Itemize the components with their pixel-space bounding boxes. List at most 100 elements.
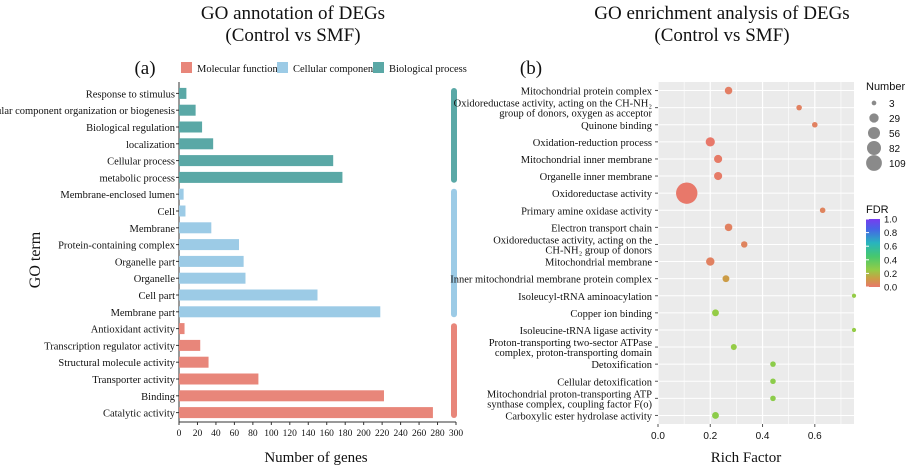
category-label: Protein-containing complex — [58, 241, 176, 252]
data-point — [770, 378, 776, 385]
term-label: Copper ion binding — [570, 309, 652, 320]
category-label: Catalytic activity — [103, 409, 176, 420]
size-legend-dot — [866, 140, 882, 156]
right-xlabel: Rich Factor — [711, 450, 781, 466]
bar — [179, 222, 212, 234]
bar — [179, 205, 186, 217]
bar — [179, 255, 244, 267]
category-label: Organelle — [134, 274, 176, 285]
category-label: Membrane part — [111, 308, 176, 319]
color-legend-label: 1.0 — [884, 215, 897, 226]
plot-background — [658, 82, 854, 424]
term-label: Oxidoreductase activity — [552, 189, 653, 200]
data-point — [796, 104, 802, 111]
x-tick-label: 0 — [177, 429, 182, 439]
size-legend: Number 3 29 56 82 109 — [866, 81, 906, 171]
size-legend-dot — [871, 100, 877, 106]
x-tick-label: 220 — [375, 429, 390, 439]
data-point — [722, 275, 730, 283]
term-label: Isoleucyl-tRNA aminoacylation — [518, 292, 653, 303]
category-label: Transcription regulator activity — [44, 341, 176, 352]
bar — [179, 138, 214, 150]
color-legend-label: 0.0 — [884, 283, 897, 294]
category-label: Cellular process — [107, 157, 175, 168]
term-label: Primary amine oxidase activity — [521, 206, 653, 217]
data-point — [741, 241, 748, 248]
x-tick-label: 60 — [230, 429, 240, 439]
x-tick-label: 0.2 — [703, 431, 717, 442]
bar — [179, 171, 343, 183]
bar — [179, 155, 334, 167]
term-label: Mitochondrial inner membrane — [521, 155, 653, 166]
bar — [179, 407, 433, 419]
x-tick-label: 120 — [283, 429, 298, 439]
data-point — [730, 344, 737, 351]
left-bar-chart: Response to stimulus Cellular component o… — [0, 82, 463, 439]
left-title-line2: (Control vs SMF) — [225, 25, 360, 46]
data-point — [676, 182, 698, 204]
data-point — [724, 223, 733, 232]
term-label: Organelle inner membrane — [540, 172, 653, 183]
left-ylabel: GO term — [27, 231, 44, 288]
left-legend: Molecular function Cellular component Biol… — [181, 62, 467, 75]
x-tick-label: 80 — [248, 429, 258, 439]
bar — [179, 104, 196, 116]
category-label: Transporter activity — [92, 375, 175, 386]
term-label: Electron transport chain — [551, 223, 653, 234]
data-point — [819, 207, 826, 214]
legend-swatch — [277, 62, 288, 73]
color-legend-label: 0.8 — [884, 228, 897, 239]
group-bracket — [451, 188, 457, 318]
bar — [179, 272, 246, 284]
size-legend-label: 56 — [889, 129, 901, 140]
data-point — [714, 154, 723, 164]
category-label: Binding — [141, 392, 176, 403]
category-label: Structural molecule activity — [58, 358, 175, 369]
right-scatter-chart: Mitochondrial protein complexOxidoreduct… — [450, 82, 857, 442]
bar — [179, 339, 201, 351]
color-legend-label: 0.6 — [884, 242, 897, 253]
category-label: localization — [126, 140, 176, 151]
right-title-line2: (Control vs SMF) — [654, 25, 789, 46]
category-label: Organelle part — [115, 257, 175, 268]
term-label: Inner mitochondrial membrane protein com… — [450, 275, 653, 286]
size-legend-dot — [867, 126, 881, 140]
term-label: Oxidation-reduction process — [533, 138, 652, 149]
category-label: metabolic process — [99, 173, 175, 184]
term-label: Mitochondrial membrane — [545, 258, 652, 269]
category-label: Cell — [158, 207, 176, 218]
bar — [179, 323, 185, 335]
color-legend-label: 0.2 — [884, 269, 897, 280]
right-panel-label: (b) — [520, 58, 542, 79]
data-point — [724, 86, 733, 95]
bar — [179, 306, 381, 318]
size-legend-dot — [866, 155, 882, 171]
x-tick-label: 0.4 — [756, 431, 770, 442]
data-point — [706, 257, 715, 266]
x-tick-label: 20 — [193, 429, 203, 439]
category-label: Response to stimulus — [86, 89, 175, 100]
data-point — [851, 327, 857, 333]
x-tick-label: 100 — [264, 429, 279, 439]
term-label: Detoxification — [591, 360, 652, 371]
x-tick-label: 140 — [301, 429, 316, 439]
term-label: Cellular detoxification — [557, 377, 653, 388]
category-label: Antioxidant activity — [91, 325, 176, 336]
color-bar — [866, 219, 880, 287]
x-tick-label: 0.6 — [808, 431, 822, 442]
x-tick-label: 240 — [393, 429, 408, 439]
left-panel-label: (a) — [134, 58, 155, 79]
data-point — [851, 293, 857, 298]
term-label: Isoleucine-tRNA ligase activity — [520, 326, 653, 337]
size-legend-dot — [869, 113, 879, 123]
data-point — [714, 171, 723, 181]
data-point — [712, 412, 719, 419]
data-point — [770, 395, 776, 402]
bar — [179, 373, 259, 385]
data-point — [705, 137, 715, 147]
x-tick-label: 180 — [338, 429, 353, 439]
category-label: Biological regulation — [86, 123, 176, 134]
size-legend-label: 109 — [889, 159, 906, 170]
data-point — [812, 121, 818, 128]
